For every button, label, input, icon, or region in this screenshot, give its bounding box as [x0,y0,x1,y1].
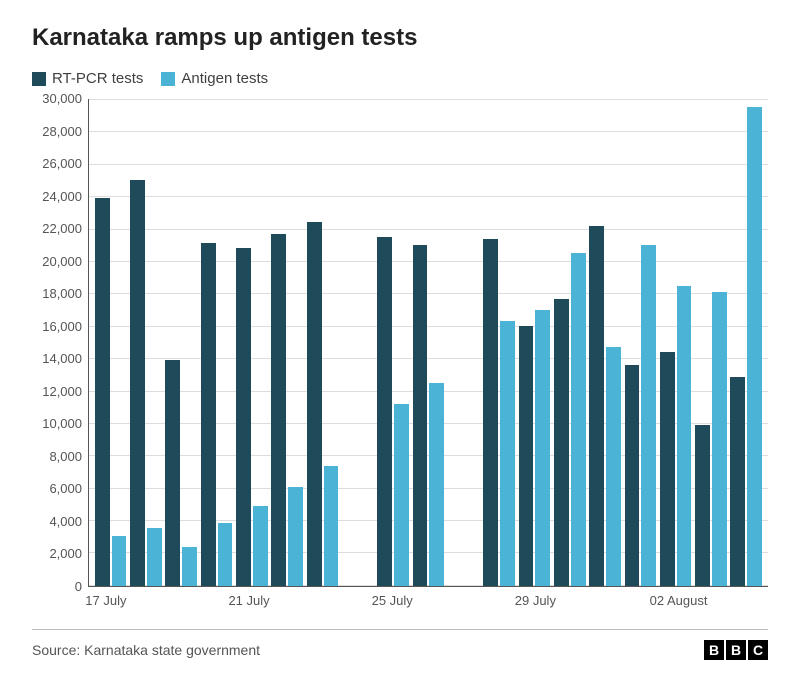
bar-rtpcr [130,180,145,586]
bar-antigen [429,383,444,586]
bar-group [587,99,622,586]
bar-group [446,99,481,586]
bar-rtpcr [483,239,498,586]
bar-group [164,99,199,586]
bar-antigen [253,506,268,586]
bar-rtpcr [519,326,534,586]
bar-group [411,99,446,586]
bar-group [128,99,163,586]
bar-antigen [606,347,621,586]
chart-title: Karnataka ramps up antigen tests [32,24,768,52]
x-axis: 17 July 21 July 25 July 29 July 02 August [88,587,768,611]
bar-antigen [641,245,656,586]
bar-rtpcr [413,245,428,586]
plot-area [88,99,768,587]
bar-antigen [747,107,762,586]
bar-antigen [394,404,409,586]
bar-group [729,99,764,586]
bar-rtpcr [554,299,569,586]
bar-group [623,99,658,586]
bar-group [93,99,128,586]
y-axis: 30,00028,00026,00024,00022,00020,00018,0… [32,99,88,587]
bar-rtpcr [730,377,745,586]
bar-rtpcr [201,243,216,586]
x-label: 17 July [85,593,126,608]
bar-antigen [182,547,197,586]
source-label: Source: Karnataka state government [32,642,260,658]
chart-area: 30,00028,00026,00024,00022,00020,00018,0… [32,99,768,587]
legend-label-antigen: Antigen tests [181,70,268,87]
bar-rtpcr [660,352,675,586]
bar-group [305,99,340,586]
bar-rtpcr [377,237,392,586]
bar-antigen [712,292,727,586]
bar-antigen [324,466,339,586]
x-label: 02 August [650,593,708,608]
bar-group [376,99,411,586]
bar-rtpcr [307,222,322,586]
bar-rtpcr [236,248,251,586]
bbc-block: C [748,640,768,660]
bar-rtpcr [165,360,180,586]
bar-group [199,99,234,586]
bar-antigen [677,286,692,586]
footer: Source: Karnataka state government BBC [32,640,768,660]
legend: RT-PCR tests Antigen tests [32,70,768,87]
bar-group [340,99,375,586]
x-label: 25 July [372,593,413,608]
bar-antigen [500,321,515,586]
bar-group [481,99,516,586]
bar-group [658,99,693,586]
bbc-logo: BBC [704,640,768,660]
x-label: 29 July [515,593,556,608]
x-label: 21 July [228,593,269,608]
bar-antigen [571,253,586,586]
bar-rtpcr [589,226,604,586]
bar-antigen [288,487,303,586]
bar-antigen [535,310,550,586]
bar-antigen [218,523,233,586]
bar-antigen [112,536,127,586]
legend-item-antigen: Antigen tests [161,70,268,87]
bar-antigen [147,528,162,586]
legend-item-rtpcr: RT-PCR tests [32,70,143,87]
bar-rtpcr [625,365,640,586]
bar-group [270,99,305,586]
footer-separator [32,629,768,630]
bar-group [693,99,728,586]
legend-swatch-antigen [161,72,175,86]
bbc-block: B [726,640,746,660]
bar-rtpcr [695,425,710,586]
legend-swatch-rtpcr [32,72,46,86]
bar-rtpcr [95,198,110,586]
bar-rtpcr [271,234,286,586]
bbc-block: B [704,640,724,660]
legend-label-rtpcr: RT-PCR tests [52,70,143,87]
bar-group [234,99,269,586]
bar-group [552,99,587,586]
bars-container [89,99,768,586]
bar-group [517,99,552,586]
